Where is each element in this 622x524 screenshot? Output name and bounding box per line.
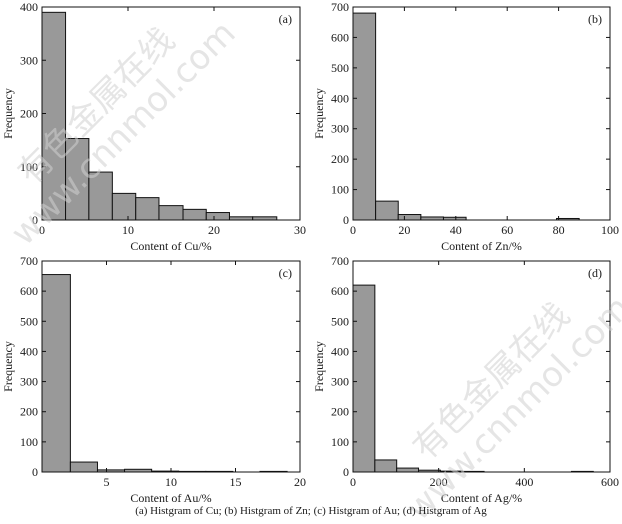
y-axis-label: Frequency xyxy=(312,341,326,392)
x-tick-label: 80 xyxy=(553,223,565,237)
x-tick-label: 40 xyxy=(450,223,462,237)
y-tick-label: 200 xyxy=(20,405,38,419)
x-axis-label: Content of Zn/% xyxy=(441,239,522,253)
histogram-bar xyxy=(396,467,420,473)
y-tick-label: 200 xyxy=(331,405,349,419)
x-axis-label: Content of Ag/% xyxy=(441,491,522,505)
y-tick-label: 100 xyxy=(20,435,38,449)
panel-label: (a) xyxy=(279,12,292,26)
y-tick-label: 0 xyxy=(343,213,349,227)
histogram-bar xyxy=(397,214,422,221)
y-tick-label: 700 xyxy=(20,254,38,268)
x-tick-label: 10 xyxy=(165,475,177,489)
figure-caption: (a) Histgram of Cu; (b) Histgram of Zn; … xyxy=(135,505,487,517)
histogram-bar xyxy=(111,192,137,221)
y-tick-label: 0 xyxy=(343,465,349,479)
y-tick-label: 600 xyxy=(331,284,349,298)
y-tick-label: 200 xyxy=(331,152,349,166)
x-tick-label: 20 xyxy=(398,223,410,237)
y-tick-label: 700 xyxy=(331,254,349,268)
y-tick-label: 600 xyxy=(331,30,349,44)
x-tick-label: 400 xyxy=(515,475,533,489)
y-tick-label: 500 xyxy=(331,314,349,328)
y-axis-label: Frequency xyxy=(1,88,15,139)
histogram-bar xyxy=(375,200,399,221)
histogram-bar xyxy=(182,208,207,221)
histogram-bar xyxy=(158,205,184,221)
y-tick-label: 400 xyxy=(20,0,38,14)
y-tick-label: 0 xyxy=(32,465,38,479)
x-tick-label: 20 xyxy=(208,223,220,237)
panel-label: (c) xyxy=(279,266,292,280)
y-tick-label: 300 xyxy=(331,122,349,136)
histogram-bar xyxy=(352,12,377,221)
x-tick-label: 0 xyxy=(39,223,45,237)
y-tick-label: 400 xyxy=(20,344,38,358)
y-tick-label: 300 xyxy=(20,53,38,67)
y-tick-label: 600 xyxy=(20,284,38,298)
y-tick-label: 100 xyxy=(20,160,38,174)
y-tick-label: 100 xyxy=(331,183,349,197)
y-tick-label: 300 xyxy=(20,375,38,389)
y-axis-label: Frequency xyxy=(312,88,326,139)
y-tick-label: 500 xyxy=(20,314,38,328)
y-tick-label: 500 xyxy=(331,61,349,75)
x-tick-label: 0 xyxy=(350,223,356,237)
histogram-bar xyxy=(135,197,160,221)
histogram-bar xyxy=(69,461,98,473)
y-tick-label: 700 xyxy=(331,0,349,14)
watermark-url: www.cnnmol.com xyxy=(398,288,622,524)
x-tick-label: 600 xyxy=(601,475,619,489)
y-tick-label: 400 xyxy=(331,91,349,105)
x-tick-label: 0 xyxy=(350,475,356,489)
histogram-bar xyxy=(352,284,376,473)
x-tick-label: 60 xyxy=(501,223,513,237)
plot-frame xyxy=(352,260,611,473)
histogram-bar xyxy=(41,274,71,473)
y-tick-label: 0 xyxy=(32,213,38,227)
x-tick-label: 10 xyxy=(122,223,134,237)
panel-label: (b) xyxy=(588,12,602,26)
x-tick-label: 5 xyxy=(104,475,110,489)
y-axis-label: Frequency xyxy=(1,341,15,392)
histogram-panel-4: 0 200 400 600 0 100 200 300 400 500 600 700 Content … xyxy=(312,254,619,505)
y-tick-label: 200 xyxy=(20,107,38,121)
histogram-bar xyxy=(205,212,230,221)
histogram-panel-2: 0 20 40 60 80 100 0 100 200 300 400 500 600 700 Conten… xyxy=(312,0,619,253)
plot-frame xyxy=(352,6,611,221)
y-tick-label: 100 xyxy=(331,435,349,449)
x-tick-label: 15 xyxy=(230,475,242,489)
plot-frame xyxy=(41,260,301,473)
x-axis-label: Content of Cu/% xyxy=(130,239,211,253)
y-tick-label: 300 xyxy=(331,375,349,389)
x-tick-label: 100 xyxy=(601,223,619,237)
panel-label: (d) xyxy=(588,266,602,280)
histogram-bar xyxy=(374,459,398,473)
x-tick-label: 20 xyxy=(294,475,306,489)
y-tick-label: 400 xyxy=(331,344,349,358)
x-tick-label: 200 xyxy=(430,475,448,489)
x-tick-label: 30 xyxy=(294,223,306,237)
x-axis-label: Content of Au/% xyxy=(130,491,211,505)
